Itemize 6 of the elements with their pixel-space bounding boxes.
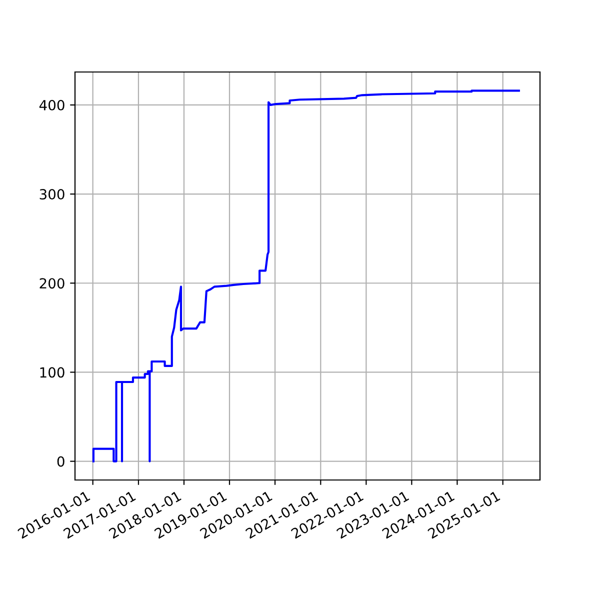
y-tick-label: 100 bbox=[40, 367, 64, 378]
y-tick-label: 400 bbox=[39, 100, 64, 110]
y-tick-label: 300 bbox=[40, 189, 64, 200]
y-tick-label: 0 bbox=[57, 456, 64, 467]
y-tick-label: 200 bbox=[40, 278, 64, 289]
line-series bbox=[92, 90, 520, 462]
